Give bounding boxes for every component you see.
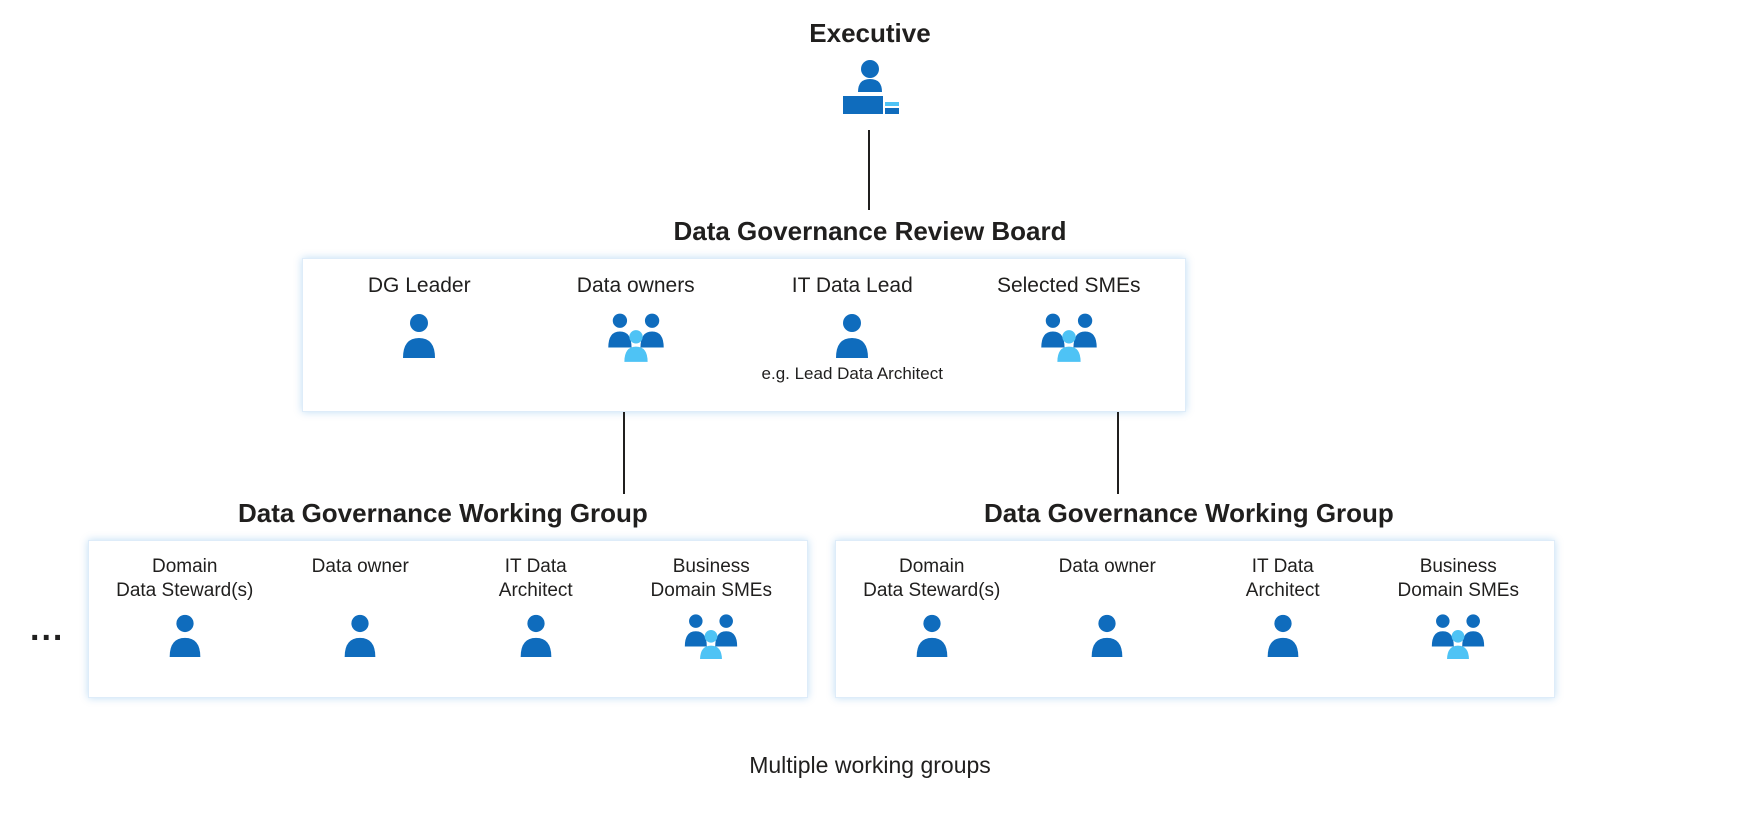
person-group-icon (1424, 611, 1492, 660)
board-title: Data Governance Review Board (673, 216, 1066, 247)
role-cell: DomainData Steward(s) (97, 555, 273, 657)
board-box: DG Leader Data owners IT Data Lead e.g. … (302, 258, 1186, 412)
person-icon (1260, 611, 1306, 657)
person-single-icon (395, 310, 443, 358)
role-label: Data owners (577, 273, 695, 302)
role-label: Selected SMEs (997, 273, 1141, 302)
connector-board-wg1 (623, 412, 625, 494)
org-diagram: Executive Data Governance Review Board D… (0, 0, 1740, 840)
executive-desk-icon (837, 58, 903, 120)
role-label: BusinessDomain SMEs (1398, 555, 1519, 603)
working-group-box-2: DomainData Steward(s) Data owner IT Data… (835, 540, 1555, 698)
footer-text: Multiple working groups (749, 752, 991, 779)
ellipsis-icon: ... (30, 610, 64, 649)
role-label: DomainData Steward(s) (116, 555, 253, 603)
person-icon (162, 611, 208, 657)
person-icon (395, 310, 443, 358)
person-group-icon (600, 310, 672, 362)
role-cell: IT DataArchitect (1195, 555, 1371, 657)
role-cell: BusinessDomain SMEs (1371, 555, 1547, 659)
role-label: IT Data Lead (792, 273, 913, 302)
person-icon (909, 611, 955, 657)
person-single-icon (1260, 611, 1306, 657)
person-icon (1084, 611, 1130, 657)
connector-exec-board (868, 130, 870, 210)
executive-title: Executive (809, 18, 930, 49)
role-cell: IT DataArchitect (448, 555, 624, 657)
role-cell: BusinessDomain SMEs (624, 555, 800, 659)
person-single-icon (513, 611, 559, 657)
role-label: IT DataArchitect (499, 555, 573, 603)
role-label: BusinessDomain SMEs (651, 555, 772, 603)
role-label: DomainData Steward(s) (863, 555, 1000, 603)
role-label: DG Leader (368, 273, 471, 302)
role-label: Data owner (312, 555, 409, 603)
role-cell: DG Leader (311, 273, 528, 358)
person-group-icon (677, 611, 745, 660)
person-single-icon (1084, 611, 1130, 657)
person-group-icon (600, 310, 672, 362)
person-group-icon (1033, 310, 1105, 362)
person-icon (337, 611, 383, 657)
role-cell: Data owner (1020, 555, 1196, 657)
role-cell: IT Data Lead e.g. Lead Data Architect (744, 273, 961, 384)
role-label: IT DataArchitect (1246, 555, 1320, 603)
role-cell: Data owners (528, 273, 745, 362)
person-icon (828, 310, 876, 358)
working-group-box-1: DomainData Steward(s) Data owner IT Data… (88, 540, 808, 698)
role-subtext: e.g. Lead Data Architect (762, 364, 943, 384)
person-single-icon (828, 310, 876, 358)
person-group-icon (677, 611, 745, 660)
person-icon (513, 611, 559, 657)
person-group-icon (1033, 310, 1105, 362)
role-cell: Data owner (273, 555, 449, 657)
role-label: Data owner (1059, 555, 1156, 603)
connector-board-wg2 (1117, 412, 1119, 494)
working-group-title-1: Data Governance Working Group (238, 498, 648, 529)
working-group-title-2: Data Governance Working Group (984, 498, 1394, 529)
person-group-icon (1424, 611, 1492, 660)
desk-person-icon (837, 58, 903, 120)
person-single-icon (337, 611, 383, 657)
person-single-icon (909, 611, 955, 657)
role-cell: DomainData Steward(s) (844, 555, 1020, 657)
role-cell: Selected SMEs (961, 273, 1178, 362)
person-single-icon (162, 611, 208, 657)
